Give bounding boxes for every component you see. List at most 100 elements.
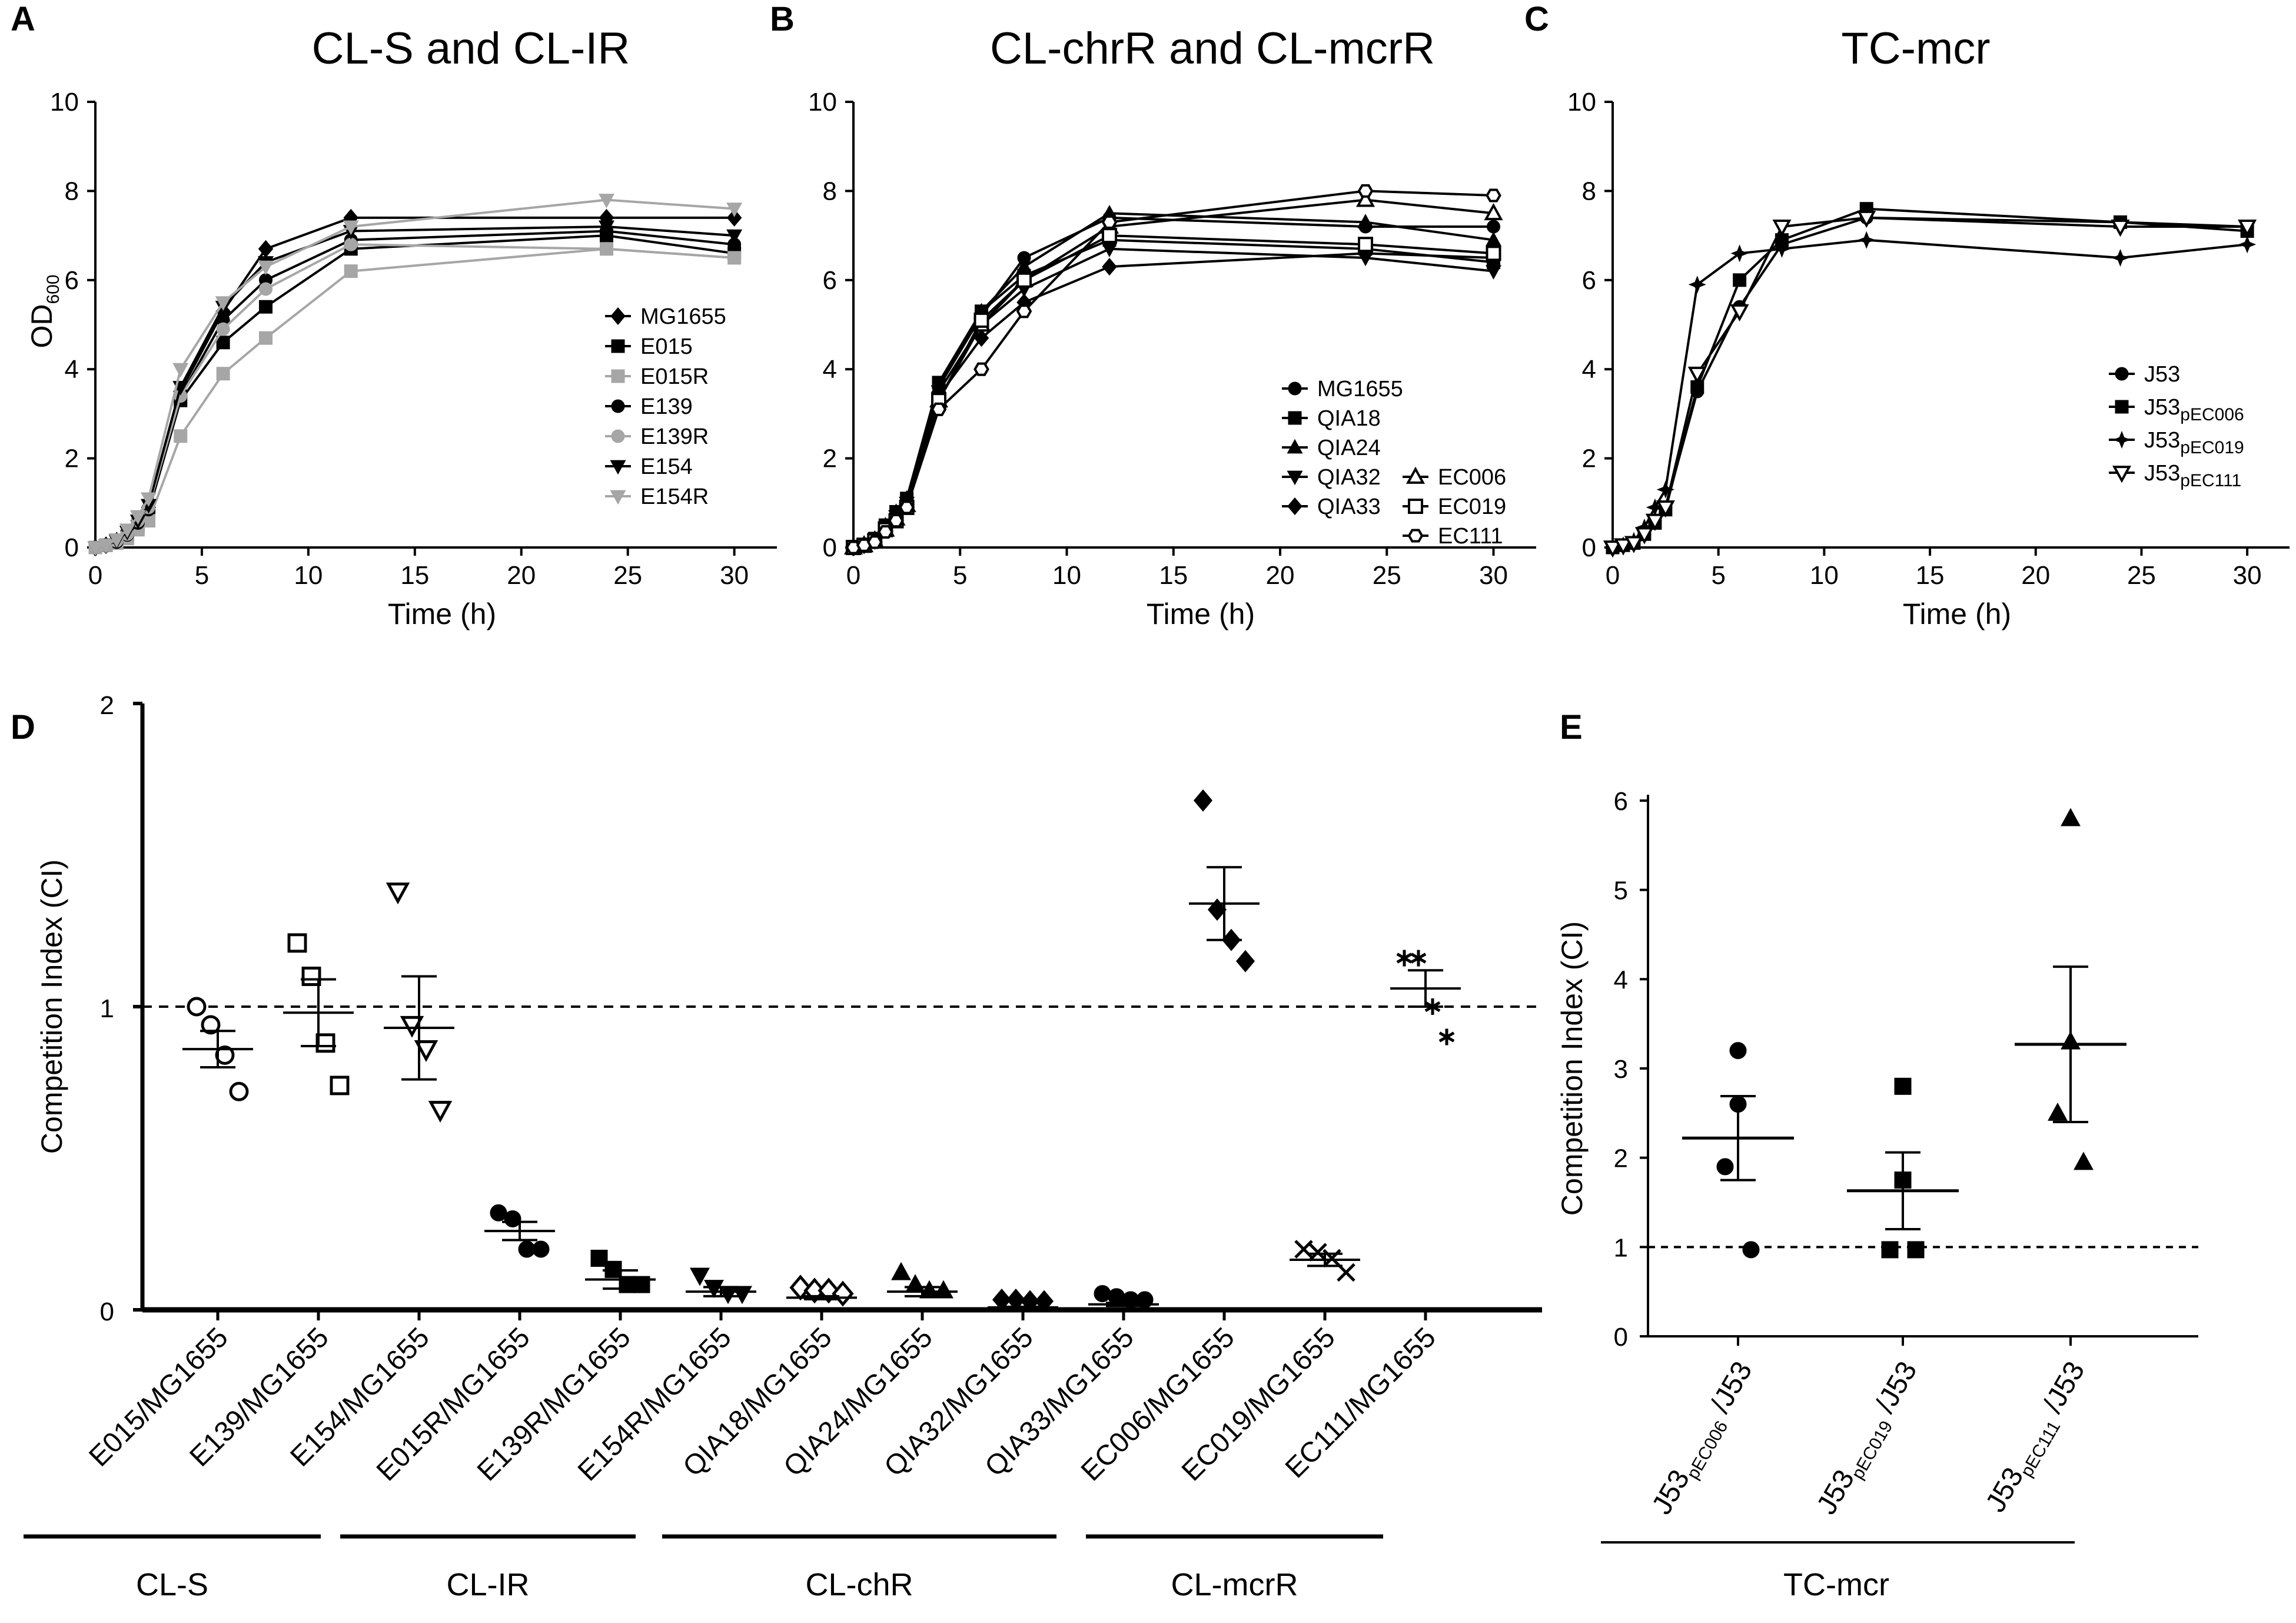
data-point xyxy=(933,1280,953,1299)
x-tick-label: 25 xyxy=(1373,561,1401,590)
data-point xyxy=(301,967,321,986)
data-point xyxy=(1438,1028,1455,1046)
data-point xyxy=(1907,1241,1925,1259)
data-point xyxy=(931,402,947,416)
y-axis-label: Competition Index (CI) xyxy=(1556,921,1589,1216)
legend-label-sub: pEC111 xyxy=(2180,471,2241,490)
legend: MG1655 E015 E015R E139 E139R E154 E154R xyxy=(605,304,726,509)
data-point xyxy=(2238,220,2257,237)
category-label: J53pEC111 /J53 xyxy=(1980,1356,2095,1520)
data-point xyxy=(1730,244,1749,263)
data-point xyxy=(140,492,157,507)
data-point xyxy=(1624,536,1643,553)
legend-marker xyxy=(2115,367,2129,381)
y-tick-label: 2 xyxy=(1582,444,1596,473)
legend-label-sub: pEC006 xyxy=(2180,405,2244,424)
category-2 xyxy=(384,882,454,1320)
data-point xyxy=(866,535,883,549)
data-point xyxy=(590,1249,608,1267)
data-point xyxy=(330,1076,350,1096)
data-point xyxy=(1016,272,1032,288)
panel-letter: C xyxy=(1524,0,1549,38)
y-tick-label: 6 xyxy=(1614,787,1628,816)
y-tick-label: 6 xyxy=(1582,266,1596,295)
data-point xyxy=(400,1015,424,1038)
legend-marker xyxy=(611,369,625,383)
x-tick-label: 15 xyxy=(400,561,429,590)
data-point xyxy=(386,882,410,905)
legend-marker xyxy=(2112,430,2131,449)
category-9 xyxy=(1088,1285,1159,1320)
data-point xyxy=(2111,248,2129,267)
category-1 xyxy=(283,933,354,1320)
data-point xyxy=(919,1280,939,1299)
data-point xyxy=(878,525,893,539)
legend-marker xyxy=(1288,411,1302,425)
category-4 xyxy=(585,1249,656,1320)
legend: MG1655 QIA18 QIA24 QIA32 QIA33 EC006 EC019 EC11… xyxy=(1282,377,1506,549)
data-point xyxy=(992,1288,1012,1311)
data-point xyxy=(1486,265,1501,280)
series-6 xyxy=(87,194,743,556)
panel-letter: B xyxy=(770,0,795,38)
y-tick-label: 5 xyxy=(1614,877,1628,905)
series-line xyxy=(95,247,735,549)
y-tick-label: 2 xyxy=(1614,1144,1628,1173)
category-label: J53pEC006 /J53 xyxy=(1646,1356,1763,1522)
legend-label: QIA24 xyxy=(1317,436,1381,460)
series-line xyxy=(1612,238,2248,549)
data-point xyxy=(899,500,915,515)
data-point xyxy=(1016,304,1032,318)
legend-marker xyxy=(610,307,626,326)
data-point xyxy=(504,1210,521,1227)
data-point xyxy=(287,933,307,953)
data-point xyxy=(726,203,743,217)
data-point xyxy=(1729,1042,1747,1060)
data-point xyxy=(732,1286,752,1305)
y-axis-label: Competition Index (CI) xyxy=(35,859,68,1154)
category-7 xyxy=(887,1262,958,1320)
data-point xyxy=(1357,214,1374,228)
y-tick-label: 0 xyxy=(1614,1323,1628,1352)
legend-marker xyxy=(610,490,626,505)
data-point xyxy=(599,220,614,235)
data-point xyxy=(1396,950,1413,967)
data-point xyxy=(2061,808,2081,827)
x-tick-label: 0 xyxy=(1606,561,1620,590)
category-11 xyxy=(1290,1240,1360,1320)
x-axis-label: Time (h) xyxy=(1147,598,1255,630)
category-12 xyxy=(1390,950,1461,1320)
data-point xyxy=(174,429,188,443)
category-5 xyxy=(686,1267,756,1320)
legend-label: QIA18 xyxy=(1317,406,1381,431)
y-tick-label: 1 xyxy=(1614,1233,1628,1262)
x-tick-label: 5 xyxy=(1711,561,1725,590)
data-point xyxy=(1486,245,1501,261)
y-tick-label: 10 xyxy=(50,88,79,117)
legend-marker xyxy=(1287,439,1303,454)
x-tick-label: 15 xyxy=(1916,561,1945,590)
data-point xyxy=(1102,258,1117,276)
legend-marker xyxy=(1405,466,1426,484)
data-point xyxy=(87,541,104,556)
y-tick-label: 0 xyxy=(1582,533,1596,562)
data-point xyxy=(1193,789,1213,812)
legend-marker xyxy=(611,339,625,353)
data-point xyxy=(216,367,230,381)
data-point xyxy=(1656,500,1675,518)
data-point xyxy=(1410,950,1427,967)
data-point xyxy=(428,1101,453,1123)
data-point xyxy=(1294,1240,1313,1259)
x-tick-label: 30 xyxy=(720,561,749,590)
y-tick-label: 6 xyxy=(65,266,79,295)
category-2 xyxy=(2015,808,2126,1346)
legend-label-sub: pEC019 xyxy=(2180,438,2244,457)
y-axis-label-main: OD xyxy=(25,304,58,349)
data-point xyxy=(1235,950,1255,973)
category-1 xyxy=(1847,1077,1959,1346)
legend-marker xyxy=(2115,400,2129,414)
x-tick-label: 10 xyxy=(1810,561,1839,590)
data-point xyxy=(1733,273,1747,287)
data-point xyxy=(1716,1158,1734,1176)
